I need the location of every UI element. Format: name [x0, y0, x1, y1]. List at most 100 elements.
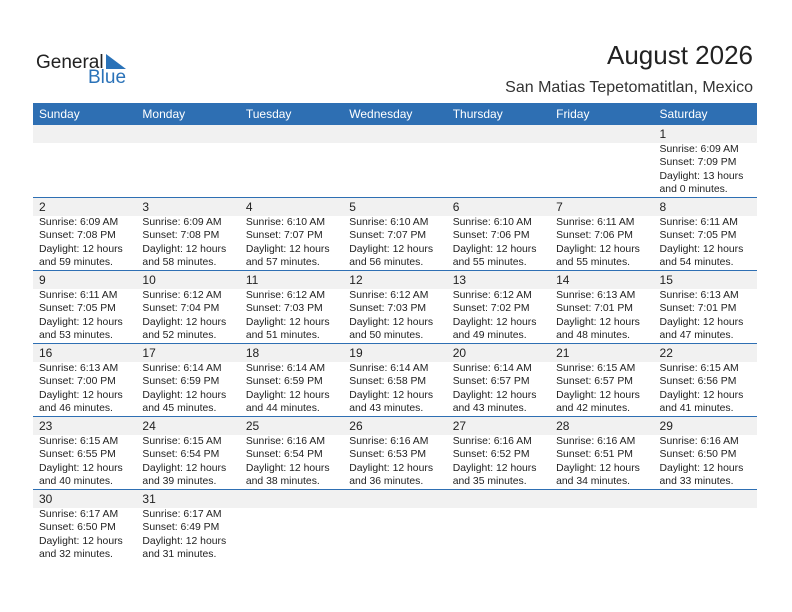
- sunset-text: Sunset: 6:49 PM: [142, 522, 220, 534]
- sunrise-text: Sunrise: 6:14 AM: [142, 363, 222, 374]
- daylight-minutes-text: and 53 minutes.: [39, 330, 113, 342]
- sunset-text: Sunset: 7:06 PM: [452, 230, 530, 242]
- day-cell: 9 Sunrise: 6:11 AM Sunset: 7:05 PM Dayli…: [33, 271, 136, 343]
- daylight-text: Daylight: 12 hours: [39, 243, 123, 255]
- week-row: 23 Sunrise: 6:15 AM Sunset: 6:55 PM Dayl…: [33, 417, 757, 490]
- sunset-text: Sunset: 6:59 PM: [245, 376, 323, 388]
- logo-triangle-icon: [106, 54, 126, 69]
- sunset-text: Sunset: 7:05 PM: [659, 230, 737, 242]
- day-cell: 7 Sunrise: 6:11 AM Sunset: 7:06 PM Dayli…: [550, 198, 653, 270]
- sunset-text: Sunset: 6:55 PM: [39, 449, 116, 461]
- day-cell: 16 Sunrise: 6:13 AM Sunset: 7:00 PM Dayl…: [33, 344, 136, 416]
- daylight-text: Daylight: 13 hours: [659, 170, 744, 182]
- day-number: 12: [349, 273, 363, 287]
- week-row: 2 Sunrise: 6:09 AM Sunset: 7:08 PM Dayli…: [33, 198, 757, 271]
- day-cell: 31 Sunrise: 6:17 AM Sunset: 6:49 PM Dayl…: [136, 490, 239, 563]
- day-number: 1: [659, 127, 667, 141]
- sunset-text: Sunset: 7:00 PM: [39, 376, 116, 388]
- day-cell: 3 Sunrise: 6:09 AM Sunset: 7:08 PM Dayli…: [136, 198, 239, 270]
- day-cell: 11 Sunrise: 6:12 AM Sunset: 7:03 PM Dayl…: [240, 271, 343, 343]
- daylight-minutes-text: and 54 minutes.: [659, 257, 734, 269]
- daylight-minutes-text: and 49 minutes.: [452, 330, 527, 342]
- day-number: 18: [245, 346, 260, 360]
- sunset-text: Sunset: 6:54 PM: [142, 449, 220, 461]
- day-number: 17: [142, 346, 156, 360]
- day-cell: 24 Sunrise: 6:15 AM Sunset: 6:54 PM Dayl…: [136, 417, 239, 489]
- calendar: Sunday Monday Tuesday Wednesday Thursday Frid…: [33, 103, 757, 563]
- day-cell: 12 Sunrise: 6:12 AM Sunset: 7:03 PM Dayl…: [343, 271, 446, 343]
- day-number: 28: [556, 419, 570, 433]
- day-cell: 21 Sunrise: 6:15 AM Sunset: 6:57 PM Dayl…: [550, 344, 653, 416]
- sunset-text: Sunset: 7:07 PM: [245, 230, 323, 242]
- daylight-text: Daylight: 12 hours: [452, 316, 537, 328]
- daylight-text: Daylight: 12 hours: [659, 316, 744, 328]
- sunset-text: Sunset: 7:01 PM: [659, 303, 737, 315]
- daylight-minutes-text: and 41 minutes.: [659, 403, 734, 415]
- sunset-text: Sunset: 7:04 PM: [142, 303, 220, 315]
- daylight-text: Daylight: 12 hours: [245, 389, 330, 401]
- daylight-minutes-text: and 33 minutes.: [659, 476, 734, 488]
- sunset-text: Sunset: 7:02 PM: [452, 303, 530, 315]
- logo-text-general: General: [36, 52, 104, 73]
- sunset-text: Sunset: 7:07 PM: [349, 230, 427, 242]
- empty-cell: [447, 125, 550, 197]
- sunrise-text: Sunrise: 6:12 AM: [245, 290, 325, 301]
- day-cell: 15 Sunrise: 6:13 AM Sunset: 7:01 PM Dayl…: [654, 271, 757, 343]
- empty-cell: [33, 125, 136, 197]
- day-number: 3: [142, 200, 150, 214]
- sunset-text: Sunset: 7:01 PM: [556, 303, 633, 315]
- week-row: 9 Sunrise: 6:11 AM Sunset: 7:05 PM Dayli…: [33, 271, 757, 344]
- week-row: 16 Sunrise: 6:13 AM Sunset: 7:00 PM Dayl…: [33, 344, 757, 417]
- sunrise-text: Sunrise: 6:16 AM: [556, 436, 636, 447]
- daylight-minutes-text: and 45 minutes.: [142, 403, 217, 415]
- sunset-text: Sunset: 6:57 PM: [556, 376, 633, 388]
- day-cell: 18 Sunrise: 6:14 AM Sunset: 6:59 PM Dayl…: [240, 344, 343, 416]
- day-number: 30: [39, 492, 53, 506]
- sunrise-text: Sunrise: 6:16 AM: [349, 436, 429, 447]
- sunrise-text: Sunrise: 6:10 AM: [452, 217, 532, 228]
- day-cell: 4 Sunrise: 6:10 AM Sunset: 7:07 PM Dayli…: [240, 198, 343, 270]
- daylight-minutes-text: and 44 minutes.: [245, 403, 320, 415]
- daylight-text: Daylight: 12 hours: [245, 243, 330, 255]
- sunset-text: Sunset: 6:54 PM: [245, 449, 323, 461]
- day-number: 21: [556, 346, 570, 360]
- empty-cell: [654, 490, 757, 563]
- day-number: 27: [452, 419, 467, 433]
- day-number: 25: [245, 419, 260, 433]
- day-number: 20: [452, 346, 467, 360]
- sunrise-text: Sunrise: 6:13 AM: [659, 290, 739, 301]
- sunrise-text: Sunrise: 6:09 AM: [142, 217, 222, 228]
- daylight-minutes-text: and 48 minutes.: [556, 330, 631, 342]
- day-number: 29: [659, 419, 673, 433]
- sunrise-text: Sunrise: 6:17 AM: [39, 509, 119, 520]
- daylight-text: Daylight: 12 hours: [349, 316, 434, 328]
- sunrise-text: Sunrise: 6:16 AM: [659, 436, 739, 447]
- day-cell: 25 Sunrise: 6:16 AM Sunset: 6:54 PM Dayl…: [240, 417, 343, 489]
- sunset-text: Sunset: 6:52 PM: [452, 449, 530, 461]
- sunset-text: Sunset: 6:59 PM: [142, 376, 220, 388]
- sunset-text: Sunset: 6:50 PM: [659, 449, 737, 461]
- daylight-minutes-text: and 50 minutes.: [349, 330, 424, 342]
- day-number: 9: [39, 273, 46, 287]
- day-number: 11: [245, 273, 259, 287]
- empty-cell: [136, 125, 239, 197]
- sunrise-text: Sunrise: 6:16 AM: [452, 436, 532, 447]
- sunrise-text: Sunrise: 6:16 AM: [245, 436, 325, 447]
- day-cell: 13 Sunrise: 6:12 AM Sunset: 7:02 PM Dayl…: [447, 271, 550, 343]
- sunrise-text: Sunrise: 6:11 AM: [659, 217, 738, 228]
- day-number: 19: [349, 346, 363, 360]
- weekday-monday: Monday: [142, 107, 186, 121]
- sunrise-text: Sunrise: 6:15 AM: [659, 363, 739, 374]
- sunset-text: Sunset: 7:05 PM: [39, 303, 116, 315]
- day-number: 5: [349, 200, 356, 214]
- daylight-minutes-text: and 43 minutes.: [349, 403, 424, 415]
- day-cell: 28 Sunrise: 6:16 AM Sunset: 6:51 PM Dayl…: [550, 417, 653, 489]
- empty-cell: [550, 490, 653, 563]
- sunrise-text: Sunrise: 6:12 AM: [142, 290, 222, 301]
- day-cell: 2 Sunrise: 6:09 AM Sunset: 7:08 PM Dayli…: [33, 198, 136, 270]
- daylight-text: Daylight: 12 hours: [39, 389, 123, 401]
- sunrise-text: Sunrise: 6:09 AM: [39, 217, 119, 228]
- daylight-text: Daylight: 12 hours: [349, 243, 434, 255]
- day-cell: 10 Sunrise: 6:12 AM Sunset: 7:04 PM Dayl…: [136, 271, 239, 343]
- sunset-text: Sunset: 6:57 PM: [452, 376, 530, 388]
